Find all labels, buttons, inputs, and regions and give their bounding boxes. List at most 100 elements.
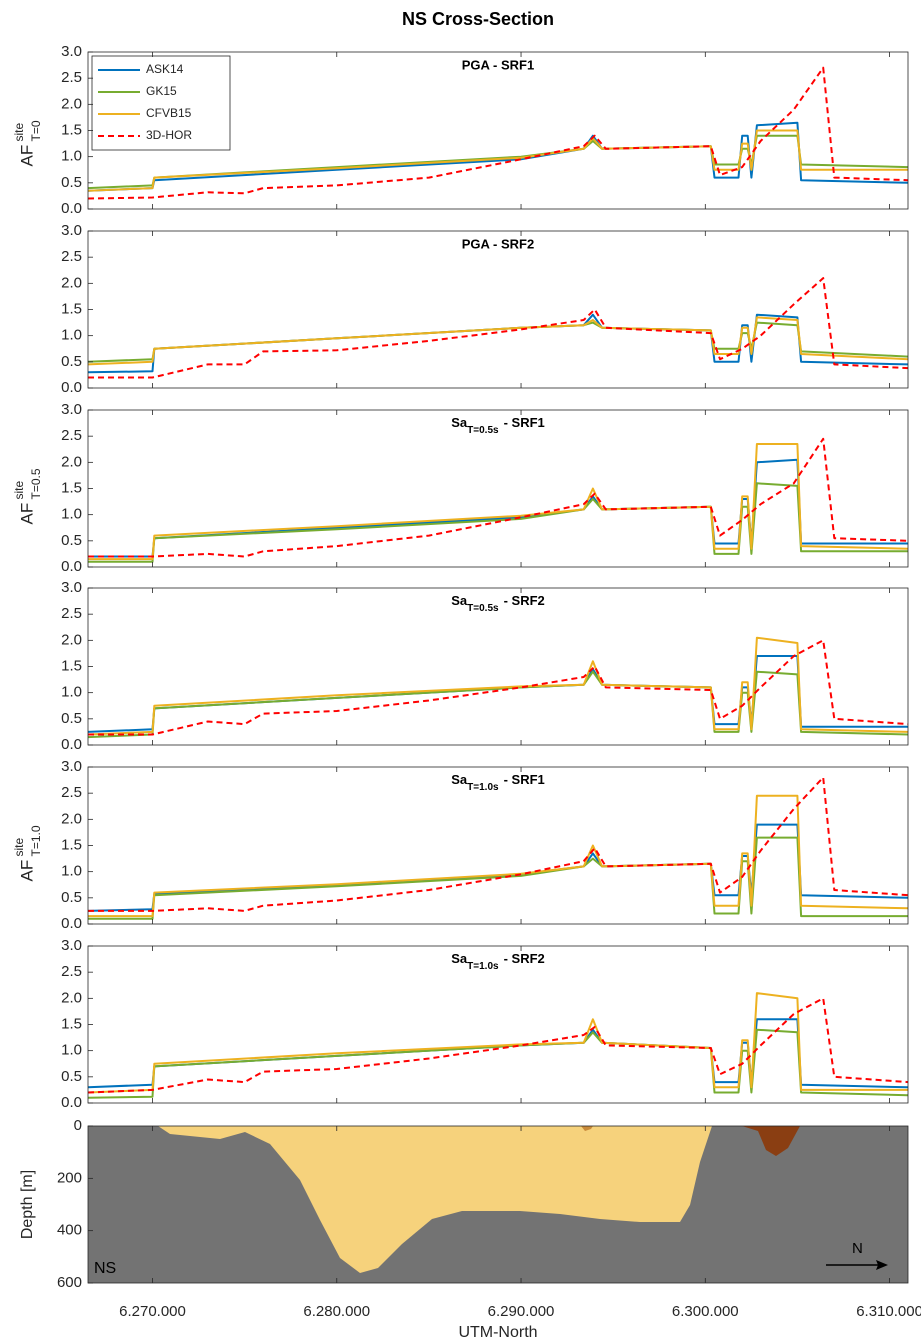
y-tick-label: 0.5 — [61, 532, 82, 549]
y-axis-label-sub: T=1.0 — [29, 825, 43, 856]
panel-title-main: Sa — [451, 593, 468, 608]
y-tick-label: 1.0 — [61, 1042, 82, 1059]
panel-title-rest: - SRF1 — [504, 772, 545, 787]
y-tick-label: 2.0 — [61, 810, 82, 827]
y-tick-label: 2.5 — [61, 784, 82, 801]
sediment-layer — [158, 1126, 712, 1273]
x-tick-label: 6.300.000 — [672, 1303, 739, 1320]
north-arrow-head — [876, 1260, 888, 1270]
x-tick-label: 6.270.000 — [119, 1303, 186, 1320]
y-axis-label-sup: site — [12, 481, 26, 500]
y-tick-label: 0.5 — [61, 174, 82, 191]
y-tick-label: 0.5 — [61, 710, 82, 727]
plot-area — [88, 767, 908, 924]
y-axis-label-main: AF — [17, 145, 36, 167]
panel-title-sub: T=0.5s — [467, 425, 499, 436]
y-tick-label: 0.5 — [61, 889, 82, 906]
data-line — [88, 277, 909, 379]
data-line — [88, 639, 909, 736]
sediment-layer — [742, 1126, 800, 1156]
y-axis-label-main: AF — [17, 503, 36, 525]
y-axis-label-sub: T=0.5 — [29, 468, 43, 499]
y-tick-label: 0.0 — [61, 379, 82, 396]
y-tick-label: 1.0 — [61, 327, 82, 344]
y-tick-label: 2.0 — [61, 274, 82, 291]
panel-title: PGA - SRF1 — [462, 57, 534, 72]
y-tick-label: 0.0 — [61, 915, 82, 932]
y-tick-label: 0.0 — [61, 1094, 82, 1111]
y-tick-label: 3.0 — [61, 401, 82, 418]
y-tick-label: 2.0 — [61, 95, 82, 112]
y-tick-label: 200 — [57, 1169, 82, 1186]
data-line — [87, 997, 909, 1094]
x-axis-label: UTM-North — [458, 1324, 537, 1341]
north-label: N — [852, 1240, 863, 1257]
data-line — [88, 437, 909, 558]
y-tick-label: 3.0 — [61, 43, 82, 60]
y-axis-label: Depth [m] — [19, 1170, 36, 1239]
y-axis-label-sup: site — [12, 838, 26, 857]
y-tick-label: 600 — [57, 1274, 82, 1291]
y-tick-label: 1.0 — [61, 684, 82, 701]
y-tick-label: 1.5 — [61, 121, 82, 138]
axes-frame — [87, 51, 909, 210]
legend-box — [91, 55, 231, 151]
data-line — [87, 66, 909, 200]
y-tick-label: 1.5 — [61, 479, 82, 496]
y-tick-label: 0.0 — [61, 736, 82, 753]
y-tick-label: 2.5 — [61, 963, 82, 980]
panel-title: SaT=0.5s - SRF2 — [451, 593, 545, 613]
y-tick-label: 1.5 — [61, 1015, 82, 1032]
y-tick-label: 400 — [57, 1222, 82, 1239]
panel-title: SaT=1.0s - SRF2 — [451, 951, 545, 971]
y-tick-label: 2.5 — [61, 69, 82, 86]
y-tick-label: 0.5 — [61, 1068, 82, 1085]
panel-title-rest: - SRF1 — [504, 415, 545, 430]
y-axis-label-main: AF — [17, 860, 36, 882]
data-line — [87, 992, 908, 1094]
axes-frame — [87, 587, 909, 746]
y-tick-label: 2.5 — [61, 605, 82, 622]
y-tick-label: 2.0 — [61, 453, 82, 470]
section-label: NS — [94, 1260, 116, 1277]
x-tick-label: 6.290.000 — [488, 1303, 555, 1320]
data-line — [87, 129, 908, 192]
axes-frame — [87, 1125, 909, 1284]
y-tick-label: 0.5 — [61, 353, 82, 370]
panel-title: SaT=1.0s - SRF1 — [451, 772, 545, 792]
panel-title-main: Sa — [451, 951, 468, 966]
y-axis-label: AF site T=0 — [12, 120, 43, 166]
y-tick-label: 1.0 — [61, 148, 82, 165]
axes-frame — [87, 409, 909, 568]
y-tick-label: 0.0 — [61, 558, 82, 575]
panel-title: PGA - SRF2 — [462, 236, 534, 251]
data-line — [87, 636, 909, 736]
y-tick-label: 2.5 — [61, 248, 82, 265]
sediment-layer — [581, 1126, 593, 1131]
legend-label: CFVB15 — [146, 106, 192, 120]
plot-area — [88, 946, 908, 1103]
panel-title-main: Sa — [451, 415, 468, 430]
y-tick-label: 1.5 — [61, 657, 82, 674]
figure-title: NS Cross-Section — [402, 9, 554, 29]
plot-area — [88, 588, 908, 745]
panel-title-rest: - SRF2 — [504, 593, 545, 608]
axes-frame — [87, 945, 909, 1104]
y-axis-label-sup: site — [12, 123, 26, 142]
y-axis-label: AF site T=1.0 — [12, 825, 43, 881]
data-line — [88, 443, 909, 561]
y-tick-label: 2.0 — [61, 631, 82, 648]
legend: ASK14 GK15 CFVB15 3D-HOR — [91, 55, 231, 151]
y-tick-label: 1.0 — [61, 863, 82, 880]
y-axis-label-sub: T=0 — [29, 120, 43, 141]
plot-area — [88, 231, 908, 388]
panel-title: SaT=0.5s - SRF1 — [451, 415, 545, 435]
plot-area — [88, 410, 908, 567]
y-tick-label: 2.5 — [61, 427, 82, 444]
y-tick-label: 1.0 — [61, 506, 82, 523]
legend-label: GK15 — [146, 84, 177, 98]
legend-label: ASK14 — [146, 62, 184, 76]
panel-title-sub: T=0.5s — [467, 603, 499, 614]
